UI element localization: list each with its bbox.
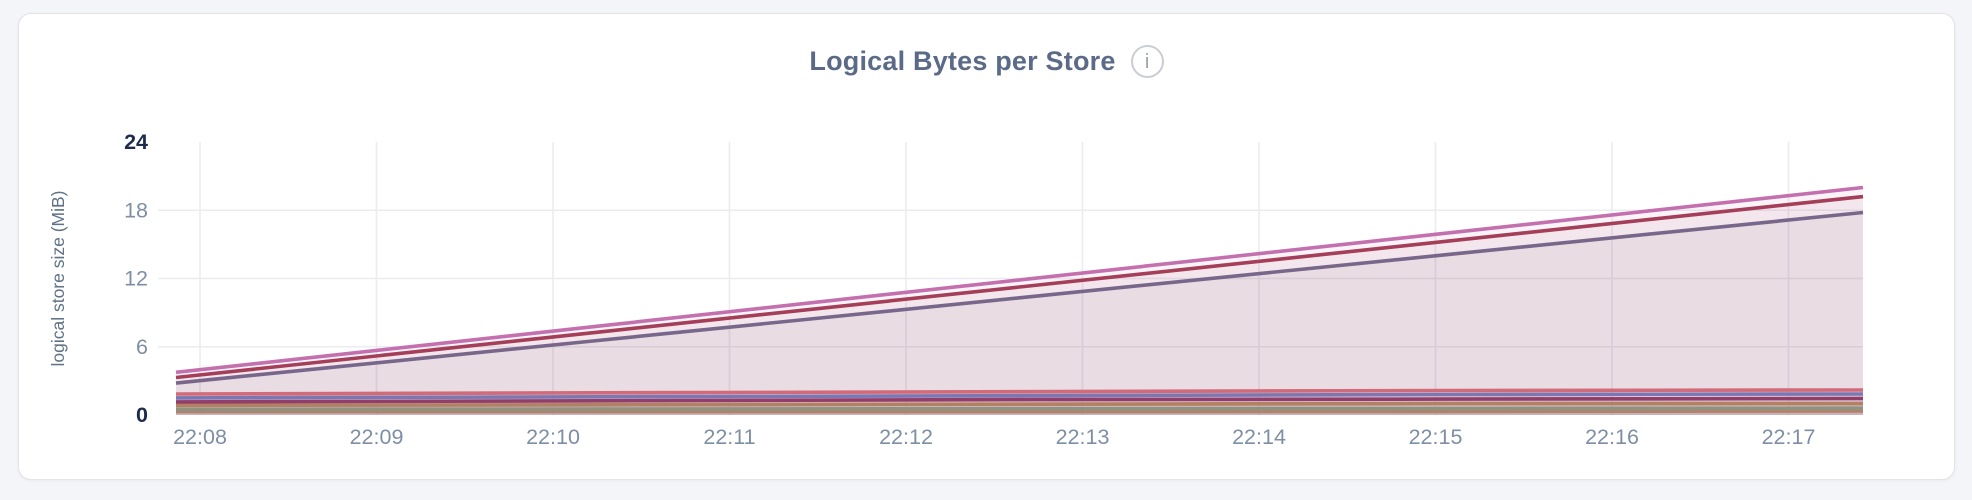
x-tick-label-22:08: 22:08: [173, 425, 227, 449]
series-store-6-area: [176, 398, 1863, 415]
series-store-7-line: [175, 401, 1863, 408]
y-tick-label-0: 0: [136, 403, 148, 427]
chart-title: Logical Bytes per Store: [809, 46, 1116, 76]
series-store-6-line: [175, 396, 1864, 404]
y-tick-label-12: 12: [124, 267, 148, 291]
x-tick-label-22:12: 22:12: [879, 425, 933, 449]
series-store-8-line: [175, 406, 1864, 412]
x-tick-label-22:14: 22:14: [1232, 425, 1286, 449]
y-tick-label-24: 24: [124, 130, 148, 154]
y-axis-title: logical store size (MiB): [48, 190, 68, 366]
y-tick-label-6: 6: [136, 335, 148, 359]
info-icon[interactable]: i: [1130, 45, 1164, 78]
series-store-3-area: [176, 212, 1863, 415]
series-store-9-line: [176, 409, 1864, 414]
x-tick-label-22:15: 22:15: [1409, 425, 1463, 449]
series-store-5-line: [175, 392, 1864, 400]
x-tick-label-22:13: 22:13: [1056, 425, 1110, 449]
x-tick-label-22:10: 22:10: [526, 425, 580, 449]
series-store-3-line: [175, 210, 1864, 385]
x-tick-label-22:09: 22:09: [350, 425, 404, 449]
series-store-2-line: [175, 194, 1864, 380]
x-tick-label-22:11: 22:11: [703, 425, 755, 449]
y-tick-label-18: 18: [124, 198, 148, 222]
chart-header: Logical Bytes per Store i: [19, 45, 1954, 78]
series-store-1-area: [176, 187, 1863, 415]
chart-plot-area[interactable]: [176, 142, 1863, 415]
x-tick-label-22:16: 22:16: [1585, 425, 1639, 449]
x-tick-label-22:17: 22:17: [1762, 425, 1816, 449]
series-store-4-area: [176, 390, 1863, 415]
series-store-5-area: [176, 394, 1863, 415]
series-store-4-line: [175, 388, 1864, 396]
series-store-2-area: [176, 196, 1863, 415]
series-store-1-line: [175, 185, 1864, 375]
